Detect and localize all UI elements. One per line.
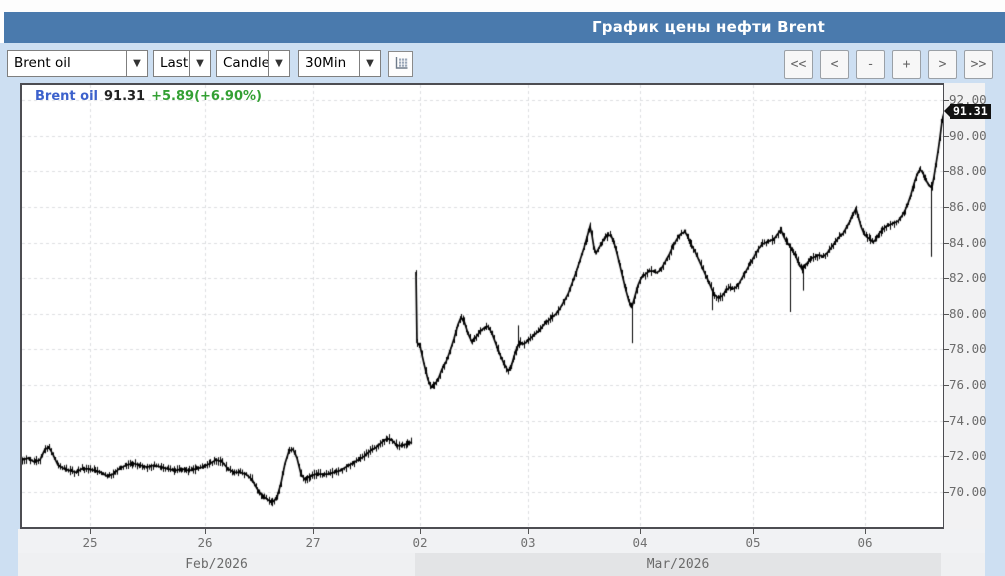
price-axis-label: 76.00 bbox=[949, 377, 987, 392]
date-axis-label: 03 bbox=[520, 535, 536, 550]
price-axis-label: 78.00 bbox=[949, 341, 987, 356]
price-axis-tick bbox=[944, 136, 949, 137]
date-axis-tick bbox=[753, 529, 754, 534]
date-axis-tick bbox=[420, 529, 421, 534]
price-axis-label: 70.00 bbox=[949, 484, 987, 499]
chart-type-select-value: Candle bbox=[223, 55, 268, 71]
date-axis-tick bbox=[90, 529, 91, 534]
month-band-mar: Mar/2026 bbox=[415, 553, 941, 576]
scroll-end-button[interactable]: >> bbox=[964, 50, 993, 79]
price-axis-label: 86.00 bbox=[949, 199, 987, 214]
price-axis-label: 92.00 bbox=[949, 92, 987, 107]
chevron-down-icon: ▼ bbox=[189, 51, 210, 76]
price-axis-label: 88.00 bbox=[949, 163, 987, 178]
scroll-left-button[interactable]: < bbox=[820, 50, 849, 79]
date-axis-tick bbox=[313, 529, 314, 534]
price-axis-tick bbox=[944, 385, 949, 386]
price-axis-label: 74.00 bbox=[949, 413, 987, 428]
price-chart-canvas[interactable] bbox=[22, 85, 943, 527]
date-axis-label: 05 bbox=[745, 535, 761, 550]
price-axis-tick bbox=[944, 100, 949, 101]
date-axis-label: 06 bbox=[857, 535, 873, 550]
price-axis-tick bbox=[944, 492, 949, 493]
interval-select-value: 30Min bbox=[305, 55, 347, 71]
data-table-icon bbox=[393, 55, 409, 74]
chart-frame: Brent oil 91.31 +5.89(+6.90%) bbox=[20, 83, 945, 529]
chart-legend: Brent oil 91.31 +5.89(+6.90%) bbox=[35, 89, 262, 104]
chart-nav-buttons: << < - + > >> bbox=[784, 50, 993, 79]
month-band-feb: Feb/2026 bbox=[18, 553, 415, 576]
month-band-spacer bbox=[941, 553, 985, 576]
price-axis-tick bbox=[944, 207, 949, 208]
price-axis-label: 82.00 bbox=[949, 270, 987, 285]
legend-change: +5.89(+6.90%) bbox=[151, 89, 262, 104]
top-strip bbox=[0, 0, 1005, 12]
field-select-value: Last bbox=[160, 55, 189, 71]
legend-last-price: 91.31 bbox=[103, 89, 146, 104]
date-axis-label: 27 bbox=[305, 535, 321, 550]
price-axis: 91.31 92.00 90.00 88.00 86.00 84.00 82.00 80.0… bbox=[944, 83, 991, 529]
symbol-select[interactable]: Brent oil ▼ bbox=[7, 50, 148, 77]
zoom-out-button[interactable]: - bbox=[856, 50, 885, 79]
chart-type-select[interactable]: Candle ▼ bbox=[216, 50, 290, 77]
scroll-right-button[interactable]: > bbox=[928, 50, 957, 79]
price-axis-label: 80.00 bbox=[949, 306, 987, 321]
chevron-down-icon: ▼ bbox=[268, 51, 289, 76]
date-axis-tick bbox=[865, 529, 866, 534]
price-axis-tick bbox=[944, 171, 949, 172]
price-axis-tick bbox=[944, 314, 949, 315]
price-axis-tick bbox=[944, 456, 949, 457]
price-axis-label: 72.00 bbox=[949, 448, 987, 463]
page-title: График цены нефти Brent bbox=[592, 18, 825, 36]
date-axis-label: 25 bbox=[82, 535, 98, 550]
price-axis-tick bbox=[944, 349, 949, 350]
date-axis-tick bbox=[205, 529, 206, 534]
legend-symbol: Brent oil bbox=[35, 89, 98, 104]
zoom-in-button[interactable]: + bbox=[892, 50, 921, 79]
price-axis-label: 90.00 bbox=[949, 128, 987, 143]
chevron-down-icon: ▼ bbox=[126, 51, 147, 76]
header-bar: График цены нефти Brent bbox=[4, 12, 1005, 43]
last-price-badge: 91.31 bbox=[944, 104, 991, 119]
date-axis-label: 26 bbox=[197, 535, 213, 550]
interval-select[interactable]: 30Min ▼ bbox=[298, 50, 381, 77]
date-axis: 25 26 27 02 03 04 05 06 bbox=[18, 529, 985, 553]
chevron-down-icon: ▼ bbox=[359, 51, 380, 76]
symbol-select-value: Brent oil bbox=[14, 55, 71, 71]
price-axis-tick bbox=[944, 278, 949, 279]
field-select[interactable]: Last ▼ bbox=[153, 50, 211, 77]
price-axis-tick bbox=[944, 243, 949, 244]
date-axis-tick bbox=[640, 529, 641, 534]
month-axis: Feb/2026 Mar/2026 bbox=[18, 553, 985, 576]
date-axis-label: 04 bbox=[632, 535, 648, 550]
scroll-start-button[interactable]: << bbox=[784, 50, 813, 79]
price-axis-tick bbox=[944, 421, 949, 422]
date-axis-tick bbox=[528, 529, 529, 534]
data-table-button[interactable] bbox=[388, 51, 413, 77]
date-axis-label: 02 bbox=[412, 535, 428, 550]
price-axis-label: 84.00 bbox=[949, 235, 987, 250]
